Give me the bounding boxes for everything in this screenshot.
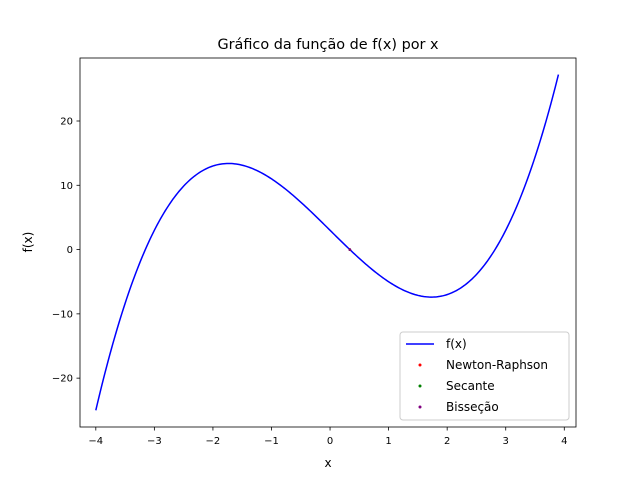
legend-label: Newton-Raphson [446, 358, 548, 372]
y-tick-label: 10 [60, 181, 73, 192]
legend-label: Secante [446, 379, 495, 393]
legend: f(x) Newton-Raphson Secante Bisseção [399, 331, 570, 421]
legend-swatch-newton-raphson [418, 363, 422, 367]
series-line-f-x [95, 74, 560, 411]
x-tick-label: −4 [88, 436, 103, 447]
legend-swatch-bisse-o [418, 405, 422, 409]
y-tick-label: 20 [60, 117, 73, 128]
legend-swatch-secante [418, 384, 422, 388]
chart-title: Gráfico da função de f(x) por x [217, 37, 439, 53]
x-tick-label: 0 [327, 436, 333, 447]
y-tick-label: −20 [52, 374, 73, 385]
x-axis-label: x [324, 456, 331, 470]
y-axis-label: f(x) [21, 232, 35, 253]
axes-frame [79, 57, 577, 428]
x-tick-label: 4 [561, 436, 567, 447]
y-tick-label: −10 [52, 309, 73, 320]
x-tick-label: 3 [503, 436, 509, 447]
x-tick-label: −1 [264, 436, 279, 447]
x-tick-label: 2 [444, 436, 450, 447]
x-axis: −4 −3 −2 −1 0 1 2 3 4 [88, 427, 567, 447]
point-bisse-o [348, 248, 352, 251]
x-tick-label: −2 [206, 436, 221, 447]
y-axis: −20 −10 0 10 20 [52, 117, 80, 385]
legend-label: Bisseção [446, 400, 499, 414]
plot-area [95, 74, 560, 411]
legend-box [399, 331, 570, 421]
legend-label: f(x) [446, 337, 467, 351]
y-tick-label: 0 [67, 245, 73, 256]
x-tick-label: −3 [147, 436, 162, 447]
x-tick-label: 1 [385, 436, 391, 447]
